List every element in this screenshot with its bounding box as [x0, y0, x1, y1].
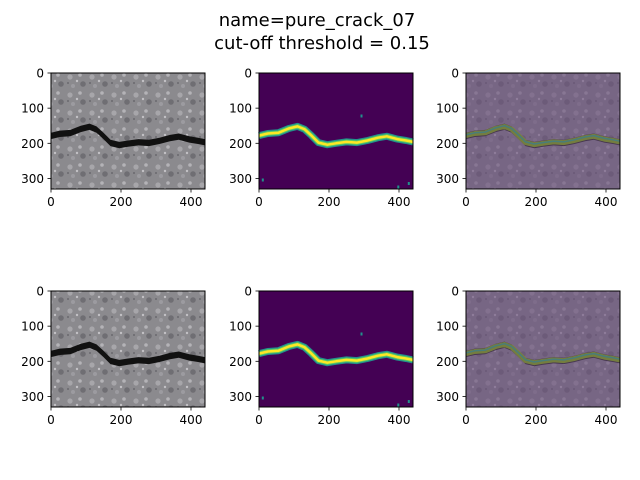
- mask-speckle: [360, 332, 363, 336]
- y-tick-label: 300: [229, 390, 252, 404]
- x-tick-label: 400: [180, 195, 203, 209]
- y-tick-label: 0: [244, 285, 252, 299]
- x-tick-label: 400: [595, 413, 618, 427]
- x-tick-label: 200: [318, 413, 341, 427]
- x-tick-label: 0: [47, 413, 55, 427]
- axes-frame: [50, 72, 206, 190]
- subplot-overlay: 0 200 400 0 100 200 300: [436, 285, 621, 427]
- axes-frame: [258, 72, 414, 190]
- axes-frame: [465, 72, 621, 190]
- subplot-overlay: 0 200 400 0 100 200 300: [436, 67, 621, 209]
- mask-speckle: [261, 396, 264, 400]
- axes-frame: [50, 290, 206, 408]
- mask-crack-core: [258, 125, 414, 146]
- y-tick-label: 200: [436, 137, 459, 151]
- x-tick-label: 200: [525, 195, 548, 209]
- x-tick-label: 200: [110, 195, 133, 209]
- subplot-mask: 0 200 400 0 100 200 300: [229, 67, 414, 209]
- x-tick-label: 0: [47, 195, 55, 209]
- x-tick-label: 400: [595, 195, 618, 209]
- x-tick-label: 0: [255, 195, 263, 209]
- x-tick-label: 200: [110, 413, 133, 427]
- mask-speckle: [397, 403, 400, 407]
- y-tick-label: 300: [21, 390, 44, 404]
- mask-speckle: [360, 114, 363, 118]
- x-tick-label: 400: [388, 413, 411, 427]
- y-tick-label: 0: [36, 67, 44, 81]
- x-tick-label: 0: [462, 413, 470, 427]
- subplot-photo: 0 200 400 0 100 200 300: [21, 285, 206, 427]
- mask-speckle: [397, 185, 400, 189]
- y-tick-label: 100: [21, 102, 44, 116]
- y-tick-label: 200: [436, 355, 459, 369]
- y-tick-label: 0: [244, 67, 252, 81]
- x-tick-label: 0: [462, 195, 470, 209]
- x-tick-label: 0: [255, 413, 263, 427]
- overlay-crack-edge: [465, 342, 621, 363]
- crack: [51, 123, 205, 149]
- y-tick-label: 100: [229, 102, 252, 116]
- y-tick-label: 0: [451, 67, 459, 81]
- mask-crack-core: [258, 343, 414, 364]
- y-tick-label: 200: [229, 355, 252, 369]
- y-tick-label: 300: [21, 172, 44, 186]
- axes-frame: [465, 290, 621, 408]
- mask-speckle: [407, 400, 410, 403]
- y-tick-label: 300: [436, 390, 459, 404]
- figure-title-line-2: cut-off threshold = 0.15: [214, 33, 430, 54]
- subplot-mask: 0 200 400 0 100 200 300: [229, 285, 414, 427]
- crack: [51, 341, 205, 367]
- y-tick-label: 200: [229, 137, 252, 151]
- figure-title-line-1: name=pure_crack_07: [219, 10, 416, 31]
- mask-speckle: [261, 178, 264, 182]
- y-tick-label: 200: [21, 137, 44, 151]
- y-tick-label: 0: [36, 285, 44, 299]
- mask-speckle: [407, 182, 410, 185]
- y-tick-label: 300: [436, 172, 459, 186]
- subplot-photo: 0 200 400 0 100 200 300: [21, 67, 206, 209]
- y-tick-label: 0: [451, 285, 459, 299]
- axes-frame: [258, 290, 414, 408]
- y-tick-label: 100: [436, 320, 459, 334]
- y-tick-label: 100: [229, 320, 252, 334]
- x-tick-label: 400: [388, 195, 411, 209]
- y-tick-label: 100: [436, 102, 459, 116]
- overlay-crack-edge: [465, 124, 621, 145]
- y-tick-label: 300: [229, 172, 252, 186]
- y-tick-label: 100: [21, 320, 44, 334]
- x-tick-label: 200: [318, 195, 341, 209]
- x-tick-label: 200: [525, 413, 548, 427]
- y-tick-label: 200: [21, 355, 44, 369]
- x-tick-label: 400: [180, 413, 203, 427]
